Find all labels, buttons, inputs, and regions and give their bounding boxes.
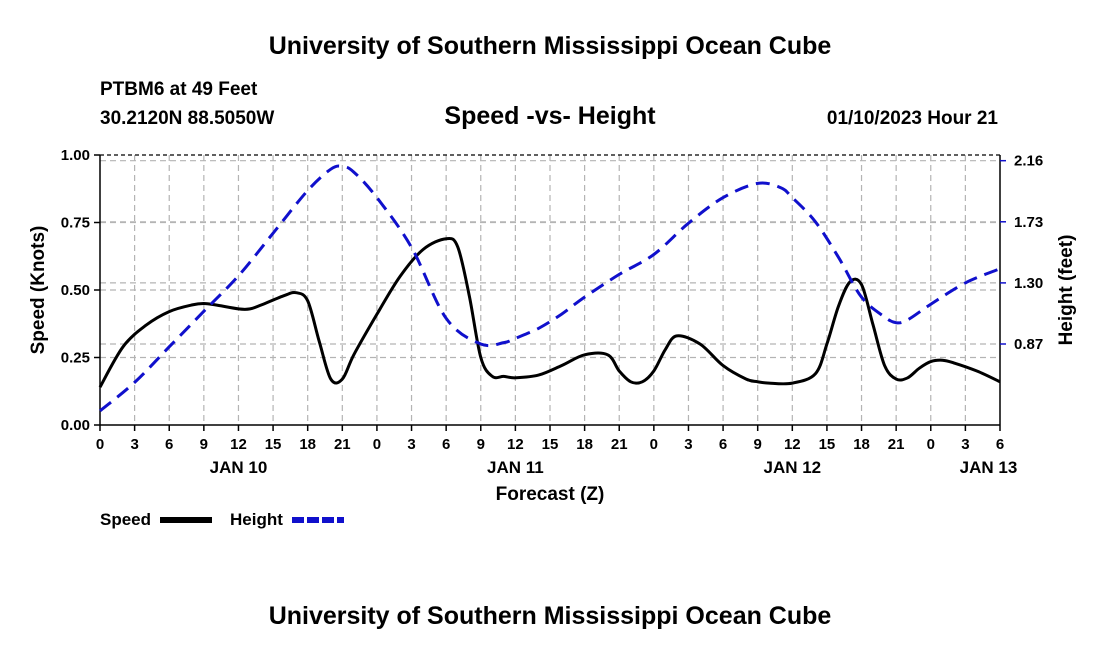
left-tick-label: 0.50 bbox=[61, 282, 90, 299]
station-label: PTBM6 at 49 Feet bbox=[100, 79, 258, 100]
x-tick-label: 12 bbox=[784, 436, 801, 453]
x-axis-label: Forecast (Z) bbox=[496, 484, 605, 505]
x-tick-label: 15 bbox=[542, 436, 559, 453]
legend: Speed Height bbox=[100, 510, 344, 529]
x-tick-label: 15 bbox=[265, 436, 282, 453]
right-axis-label: Height (feet) bbox=[1056, 235, 1077, 346]
x-tick-label: 6 bbox=[996, 436, 1004, 453]
left-tick-label: 0.25 bbox=[61, 350, 90, 367]
x-tick-label: 3 bbox=[961, 436, 969, 453]
x-tick-label: 0 bbox=[373, 436, 381, 453]
x-tick-label: 9 bbox=[200, 436, 208, 453]
right-tick-label: 0.87 bbox=[1014, 336, 1043, 353]
axes bbox=[94, 154, 1006, 431]
x-tick-label: 9 bbox=[754, 436, 762, 453]
date-label: JAN 13 bbox=[960, 458, 1018, 477]
legend-label: Height bbox=[230, 510, 283, 529]
left-axis-label: Speed (Knots) bbox=[28, 226, 49, 355]
x-tick-label: 3 bbox=[407, 436, 415, 453]
forecast-datetime: 01/10/2023 Hour 21 bbox=[827, 108, 999, 129]
x-tick-label: 21 bbox=[611, 436, 628, 453]
page-title: University of Southern Mississippi Ocean… bbox=[269, 32, 832, 60]
x-tick-label: 9 bbox=[477, 436, 485, 453]
date-label: JAN 12 bbox=[763, 458, 821, 477]
chart-subtitle: Speed -vs- Height bbox=[444, 102, 656, 130]
x-tick-label: 6 bbox=[165, 436, 173, 453]
x-tick-label: 0 bbox=[650, 436, 658, 453]
x-tick-label: 6 bbox=[442, 436, 450, 453]
x-tick-label: 18 bbox=[576, 436, 593, 453]
x-tick-label: 21 bbox=[334, 436, 351, 453]
right-tick-label: 2.16 bbox=[1014, 153, 1043, 170]
axis-labels: 0 3 6 9 12 15 18 21 0 3 6 9 12 15 18 21 0 3 6 9 12 15 18 21 0 3 6 J… bbox=[28, 147, 1077, 505]
x-tick-label: 18 bbox=[299, 436, 316, 453]
right-tick-label: 1.30 bbox=[1014, 275, 1043, 292]
x-tick-label: 3 bbox=[684, 436, 692, 453]
x-tick-label: 12 bbox=[230, 436, 247, 453]
series-line-speed bbox=[98, 236, 1001, 388]
right-tick-label: 1.73 bbox=[1014, 214, 1043, 231]
date-label: JAN 10 bbox=[210, 458, 268, 477]
legend-label: Speed bbox=[100, 510, 151, 529]
x-tick-label: 0 bbox=[927, 436, 935, 453]
station-location: 30.2120N 88.5050W bbox=[100, 108, 274, 129]
footer-title: University of Southern Mississippi Ocean… bbox=[269, 602, 832, 630]
left-tick-label: 1.00 bbox=[61, 147, 90, 164]
series-line-height bbox=[99, 164, 1001, 412]
series-lines bbox=[98, 164, 1001, 412]
x-tick-label: 21 bbox=[888, 436, 905, 453]
x-tick-label: 18 bbox=[853, 436, 870, 453]
left-tick-label: 0.00 bbox=[61, 417, 90, 434]
x-tick-label: 15 bbox=[819, 436, 836, 453]
x-tick-label: 0 bbox=[96, 436, 104, 453]
x-tick-label: 6 bbox=[719, 436, 727, 453]
x-tick-label: 3 bbox=[130, 436, 138, 453]
x-tick-label: 12 bbox=[507, 436, 524, 453]
left-tick-label: 0.75 bbox=[61, 215, 90, 232]
date-label: JAN 11 bbox=[487, 458, 544, 477]
